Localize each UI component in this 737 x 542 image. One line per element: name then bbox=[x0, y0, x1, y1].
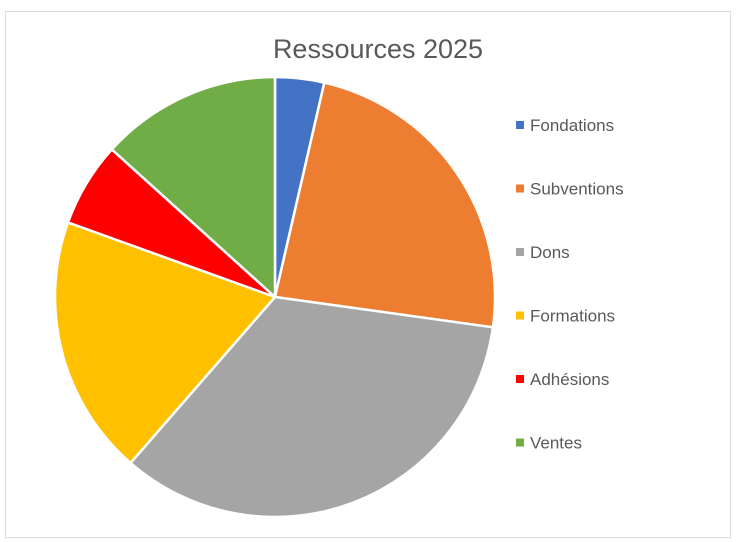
legend-swatch bbox=[516, 438, 524, 447]
legend-swatch bbox=[516, 375, 524, 383]
legend-item-formations: Formations bbox=[516, 307, 615, 326]
chart-title: Ressources 2025 bbox=[273, 34, 483, 64]
legend-label: Subventions bbox=[530, 180, 624, 199]
pie-slice-dons bbox=[129, 295, 495, 519]
chart-legend: Fondations Subventions Dons Formations Adhés… bbox=[516, 116, 624, 453]
legend-swatch bbox=[516, 311, 524, 320]
legend-label: Adhésions bbox=[530, 370, 609, 389]
pie-slice-ventes bbox=[110, 75, 277, 299]
legend-swatch bbox=[516, 248, 524, 256]
legend-item-ventes: Ventes bbox=[516, 434, 582, 453]
legend-label: Dons bbox=[530, 243, 570, 262]
legend-item-dons: Dons bbox=[516, 243, 570, 262]
legend-item-fondations: Fondations bbox=[516, 116, 614, 135]
pie-slice-formations bbox=[53, 221, 277, 465]
legend-item-subventions: Subventions bbox=[516, 180, 624, 199]
legend-item-adhésions: Adhésions bbox=[516, 370, 609, 389]
pie-slice-subventions bbox=[273, 81, 497, 329]
legend-label: Formations bbox=[530, 307, 615, 326]
legend-swatch bbox=[516, 184, 524, 193]
pie-slices bbox=[53, 75, 497, 519]
legend-swatch bbox=[516, 121, 524, 129]
legend-label: Fondations bbox=[530, 116, 614, 135]
legend-label: Ventes bbox=[530, 434, 582, 453]
